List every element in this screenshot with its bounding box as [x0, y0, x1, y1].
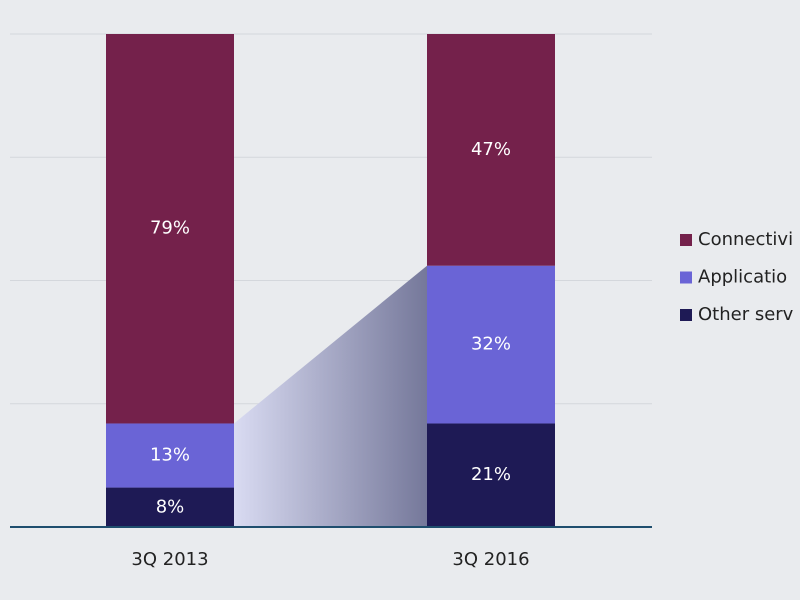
value-label: 13%: [150, 445, 190, 466]
bar-segment: [427, 423, 555, 527]
bar-segment: [427, 34, 555, 266]
bar-segment: [427, 265, 555, 424]
legend-swatch: [680, 309, 692, 321]
bar-segment: [106, 423, 234, 488]
legend-label: Other serv: [698, 304, 794, 325]
bar-segment: [106, 34, 234, 424]
legend-swatch: [680, 271, 692, 284]
legend-swatch: [680, 234, 692, 246]
connector: [234, 265, 427, 527]
value-label: 47%: [471, 139, 511, 160]
value-label: 8%: [156, 496, 185, 517]
x-tick-label: 3Q 2016: [452, 549, 529, 570]
x-tick-label: 3Q 2013: [131, 549, 208, 570]
value-label: 79%: [150, 218, 190, 239]
legend-label: Connectivi: [698, 229, 793, 250]
value-label: 32%: [471, 334, 511, 355]
bar-segment: [106, 487, 234, 527]
value-label: 21%: [471, 464, 511, 485]
legend-label: Applicatio: [698, 267, 787, 288]
